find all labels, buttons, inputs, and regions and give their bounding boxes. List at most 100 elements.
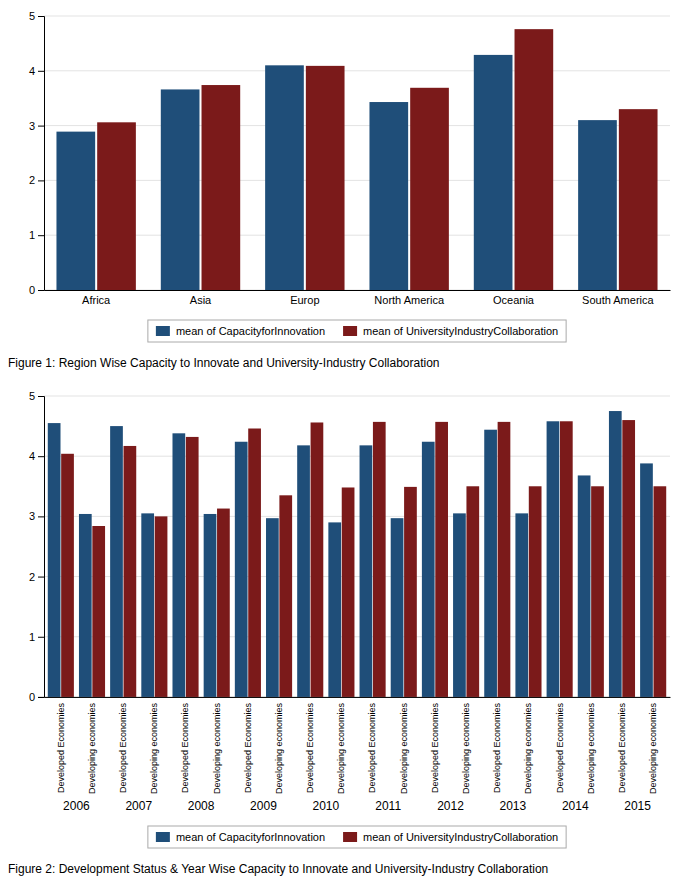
- bar: [202, 85, 241, 290]
- bar: [547, 421, 560, 697]
- group-label: 2009: [250, 799, 277, 813]
- tick-label: Developed Economies: [180, 702, 190, 793]
- bar: [306, 66, 345, 290]
- tick-label: 2: [29, 571, 35, 583]
- grid-line: [44, 396, 670, 397]
- legend: mean of CapacityforInnovation mean of Uni…: [148, 826, 566, 848]
- x-tick: Developing economies: [149, 702, 159, 794]
- bar: [265, 65, 304, 290]
- tick-label: Africa: [82, 294, 111, 306]
- bar: [560, 421, 573, 697]
- bar: [591, 486, 604, 697]
- bar: [474, 55, 513, 290]
- x-tick: Developed Economies: [492, 702, 502, 793]
- tick-mark: [38, 290, 44, 291]
- bar: [498, 422, 511, 697]
- legend-label: mean of UniversityIndustryCollaboration: [363, 325, 558, 337]
- tick-label: Developing economies: [586, 702, 596, 794]
- legend-item: mean of CapacityforInnovation: [156, 831, 325, 843]
- tick-label: Developing economies: [461, 702, 471, 794]
- tick-mark: [38, 697, 44, 698]
- tick-label: Developing economies: [149, 702, 159, 794]
- bar: [609, 411, 622, 697]
- x-tick: Europ: [290, 294, 319, 306]
- tick-label: Developed Economies: [430, 702, 440, 793]
- tick-mark: [38, 235, 44, 236]
- legend-label: mean of CapacityforInnovation: [176, 831, 325, 843]
- tick-mark: [38, 71, 44, 72]
- x-tick: Developed Economies: [367, 702, 377, 793]
- y-tick: 5: [29, 390, 44, 402]
- x-tick: Developed Economies: [430, 702, 440, 793]
- tick-label: North America: [374, 294, 445, 306]
- group-label: 2013: [500, 799, 527, 813]
- y-tick: 2: [29, 174, 44, 186]
- tick-label: Oceania: [493, 294, 535, 306]
- tick-label: Developed Economies: [118, 702, 128, 793]
- group-label: 2008: [188, 799, 215, 813]
- tick-label: Developed Economies: [492, 702, 502, 793]
- tick-label: Developing economies: [648, 702, 658, 794]
- tick-mark: [38, 637, 44, 638]
- tick-label: Developed Economies: [56, 702, 66, 793]
- x-tick: Developing economies: [274, 702, 284, 794]
- group-label: 2012: [437, 799, 464, 813]
- tick-label: Developing economies: [87, 702, 97, 794]
- bar: [360, 445, 373, 697]
- group-label: 2011: [375, 799, 401, 813]
- legend: mean of CapacityforInnovationmean of Uni…: [148, 320, 566, 342]
- tick-label: 0: [29, 284, 35, 296]
- group-label: 2015: [624, 799, 651, 813]
- tick-mark: [38, 126, 44, 127]
- tick-label: 2: [29, 174, 35, 186]
- legend-box: [148, 826, 566, 848]
- tick-label: 4: [29, 450, 35, 462]
- x-tick: North America: [374, 294, 445, 306]
- group-label: 2010: [312, 799, 339, 813]
- tick-label: Developed Economies: [243, 702, 253, 793]
- bar: [161, 89, 200, 290]
- tick-label: Developing economies: [274, 702, 284, 794]
- x-axis: Africa Asia Europ North America Oceania South…: [45, 291, 671, 306]
- y-tick: 5: [29, 10, 44, 22]
- chart-1: 012345Developed EconomiesDeveloping econ…: [8, 390, 671, 876]
- x-tick: Developed Economies: [305, 702, 315, 793]
- axis-line: [38, 397, 45, 698]
- tick-label: Developing economies: [399, 702, 409, 794]
- x-tick: Developing economies: [461, 702, 471, 794]
- tick-label: Developed Economies: [305, 702, 315, 793]
- y-tick: 0: [29, 691, 44, 703]
- grid-line: [44, 235, 670, 236]
- legend-swatch: [156, 832, 170, 842]
- grid-line: [44, 16, 670, 17]
- bar: [373, 422, 386, 697]
- bar: [61, 454, 74, 697]
- x-tick: Developing economies: [399, 702, 409, 794]
- grid-line: [44, 125, 670, 126]
- tick-label: South America: [582, 294, 654, 306]
- x-tick: Developing economies: [523, 702, 533, 794]
- chart-svg: 012345AfricaAsiaEuropNorth AmericaOceani…: [0, 0, 684, 884]
- tick-label: Developing economies: [336, 702, 346, 794]
- y-axis: 012345: [29, 390, 45, 703]
- x-tick: Asia: [190, 294, 212, 306]
- grid: [44, 396, 670, 697]
- legend-label: mean of UniversityIndustryCollaboration: [363, 831, 558, 843]
- tick-label: 0: [29, 691, 35, 703]
- x-tick: South America: [582, 294, 654, 306]
- group-label: 2014: [562, 799, 589, 813]
- bar: [422, 442, 435, 697]
- bar: [622, 420, 635, 697]
- x-tick: Developing economies: [212, 702, 222, 794]
- tick-label: Developing economies: [212, 702, 222, 794]
- bar: [619, 109, 658, 290]
- y-tick: 2: [29, 571, 44, 583]
- bar: [435, 422, 448, 697]
- bar: [328, 522, 341, 697]
- caption: Figure 2: Development Status & Year Wise…: [8, 862, 548, 876]
- tick-mark: [38, 396, 44, 397]
- bar: [124, 446, 137, 697]
- x-tick: Developed Economies: [56, 702, 66, 793]
- tick-label: 1: [29, 631, 35, 643]
- bar: [48, 423, 61, 697]
